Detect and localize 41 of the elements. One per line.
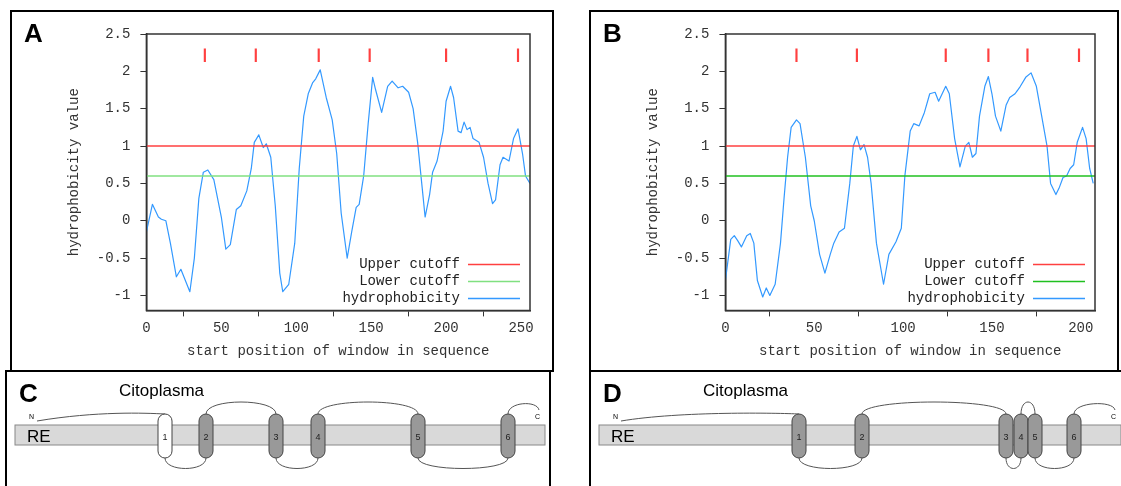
text: D (603, 378, 622, 409)
y-tick-label: 1 (122, 137, 131, 154)
legend-label: Upper cutoff (359, 256, 460, 273)
legend-label: Lower cutoff (359, 273, 460, 290)
y-axis-title: hydrophobicity value (66, 88, 83, 257)
x-tick-label: 0 (142, 319, 151, 336)
y-axis-title: hydrophobicity value (645, 88, 662, 257)
x-tick-label: 150 (358, 319, 384, 336)
x-tick-label: 50 (212, 319, 230, 336)
y-tick-label: 0.5 (105, 175, 131, 192)
y-tick-label: 0.5 (684, 175, 710, 192)
x-tick-label: 250 (508, 319, 534, 336)
x-tick-label: 150 (979, 319, 1005, 336)
y-tick-label: -1 (692, 287, 710, 304)
x-tick-label: 200 (433, 319, 459, 336)
legend-label: hydrophobicity (342, 290, 460, 307)
text: C (19, 378, 38, 409)
y-tick-label: -0.5 (675, 249, 710, 266)
legend-label: Upper cutoff (924, 256, 1025, 273)
y-tick-label: 1.5 (105, 100, 131, 117)
x-tick-label: 50 (805, 319, 823, 336)
x-tick-label: 100 (890, 319, 916, 336)
y-tick-label: 2 (701, 63, 710, 80)
y-tick-label: -1 (113, 287, 131, 304)
y-tick-label: 2 (122, 63, 131, 80)
y-tick-label: 0 (122, 212, 131, 229)
x-tick-label: 200 (1068, 319, 1094, 336)
y-tick-label: 1 (701, 137, 710, 154)
legend-label: Lower cutoff (924, 273, 1025, 290)
x-axis-title: start position of window in sequence (758, 343, 1062, 360)
x-tick-label: 0 (721, 319, 730, 336)
x-tick-label: 100 (283, 319, 309, 336)
chart-title: B (603, 18, 622, 49)
y-tick-label: 2.5 (684, 25, 710, 42)
y-tick-label: -0.5 (96, 249, 131, 266)
legend-label: hydrophobicity (907, 290, 1025, 307)
x-axis-title: start position of window in sequence (186, 343, 490, 360)
chart-title: A (24, 18, 43, 49)
y-tick-label: 2.5 (105, 25, 131, 42)
y-tick-label: 0 (701, 212, 710, 229)
y-tick-label: 1.5 (684, 100, 710, 117)
